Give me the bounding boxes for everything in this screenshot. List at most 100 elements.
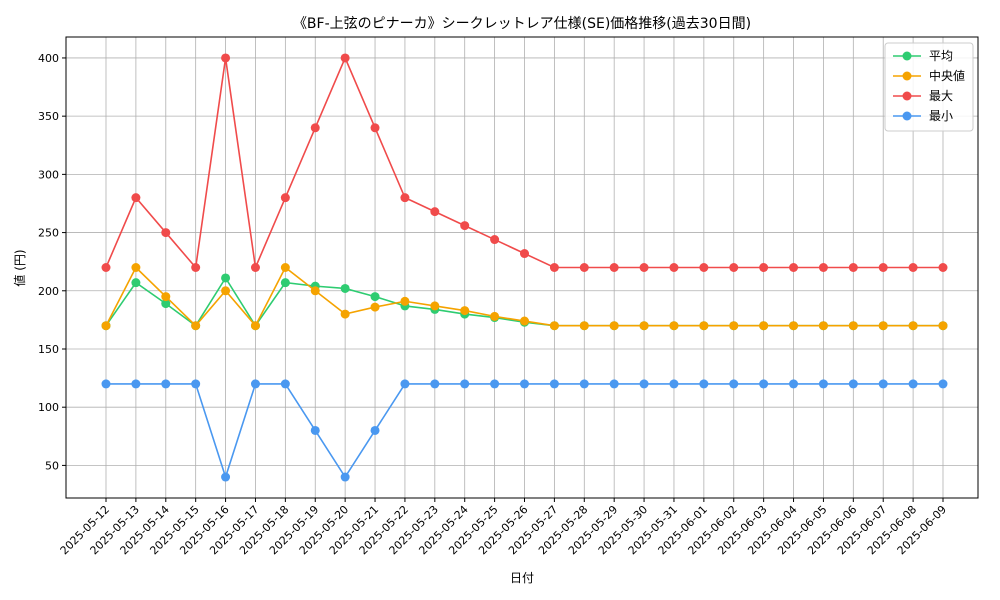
data-point [669, 379, 679, 389]
data-point [729, 379, 739, 389]
data-point [669, 263, 679, 272]
data-point [101, 263, 111, 272]
data-point [818, 321, 828, 331]
data-point [221, 472, 231, 482]
data-point [609, 321, 619, 331]
data-point [250, 379, 260, 389]
data-point [759, 263, 769, 272]
y-tick-label: 50 [45, 459, 59, 472]
data-point [460, 221, 470, 231]
data-point [818, 263, 828, 272]
data-point [101, 321, 111, 331]
data-point [639, 321, 649, 331]
data-point [340, 283, 350, 293]
y-tick-label: 200 [38, 285, 59, 298]
data-point [848, 379, 858, 389]
data-point [370, 123, 380, 133]
legend-marker [902, 71, 912, 81]
data-point [280, 379, 290, 389]
data-point [370, 425, 380, 435]
data-point [878, 379, 888, 389]
data-point [430, 207, 440, 217]
y-axis-label: 値 (円) [12, 249, 27, 286]
legend-marker [902, 111, 912, 121]
data-point [908, 321, 918, 331]
data-point [639, 263, 649, 272]
y-axis: 50 100 150 200 250 300 350 400 [38, 52, 66, 472]
y-tick-label: 350 [38, 110, 59, 123]
data-point [400, 296, 410, 306]
data-point [191, 263, 201, 272]
data-point [639, 379, 649, 389]
data-point [938, 263, 948, 272]
data-point [161, 228, 171, 238]
data-point [250, 263, 260, 272]
legend-label: 平均 [929, 49, 953, 63]
data-point [161, 292, 171, 302]
data-point [699, 263, 709, 272]
legend-marker [902, 51, 912, 61]
data-point [878, 321, 888, 331]
data-point [520, 379, 529, 389]
data-point [759, 379, 769, 389]
data-point [579, 321, 589, 331]
data-point [400, 193, 410, 203]
data-point [908, 263, 918, 272]
data-point [161, 379, 171, 389]
data-point [490, 379, 500, 389]
data-point [161, 299, 171, 309]
data-point [340, 309, 350, 319]
data-point [460, 306, 470, 316]
data-point [938, 379, 948, 389]
y-tick-label: 250 [38, 227, 59, 240]
x-axis: 2025-05-122025-05-132025-05-142025-05-15… [58, 498, 949, 557]
data-point [221, 273, 231, 283]
data-point [729, 321, 739, 331]
data-point [131, 263, 141, 272]
y-tick-label: 100 [38, 401, 59, 414]
data-point [370, 292, 380, 302]
data-point [430, 301, 440, 311]
series-3 [101, 379, 948, 482]
data-point [878, 263, 888, 272]
data-point [280, 278, 290, 288]
data-point [310, 123, 320, 133]
data-point [131, 193, 141, 203]
y-tick-label: 300 [38, 168, 59, 181]
data-point [789, 379, 799, 389]
data-point [310, 425, 320, 435]
data-point [131, 278, 141, 288]
legend-label: 中央値 [929, 68, 965, 83]
data-point [520, 249, 529, 259]
data-point [221, 286, 231, 296]
data-point [340, 472, 350, 482]
data-point [759, 321, 769, 331]
data-point [250, 321, 260, 331]
data-point [579, 263, 589, 272]
data-point [191, 321, 201, 331]
data-point [400, 379, 410, 389]
data-point [221, 53, 231, 63]
data-point [699, 379, 709, 389]
data-point [609, 263, 619, 272]
x-axis-label: 日付 [510, 571, 534, 585]
y-tick-label: 150 [38, 343, 59, 356]
data-point [520, 316, 529, 326]
data-point [848, 321, 858, 331]
data-point [430, 379, 440, 389]
data-point [101, 379, 111, 389]
data-point [549, 263, 559, 272]
data-point [370, 302, 380, 312]
data-point [669, 321, 679, 331]
data-point [280, 263, 290, 272]
data-point [789, 263, 799, 272]
data-point [460, 379, 470, 389]
data-point [579, 379, 589, 389]
data-point [191, 379, 201, 389]
data-point [549, 379, 559, 389]
data-point [729, 263, 739, 272]
data-point [789, 321, 799, 331]
data-point [908, 379, 918, 389]
data-point [340, 53, 350, 63]
